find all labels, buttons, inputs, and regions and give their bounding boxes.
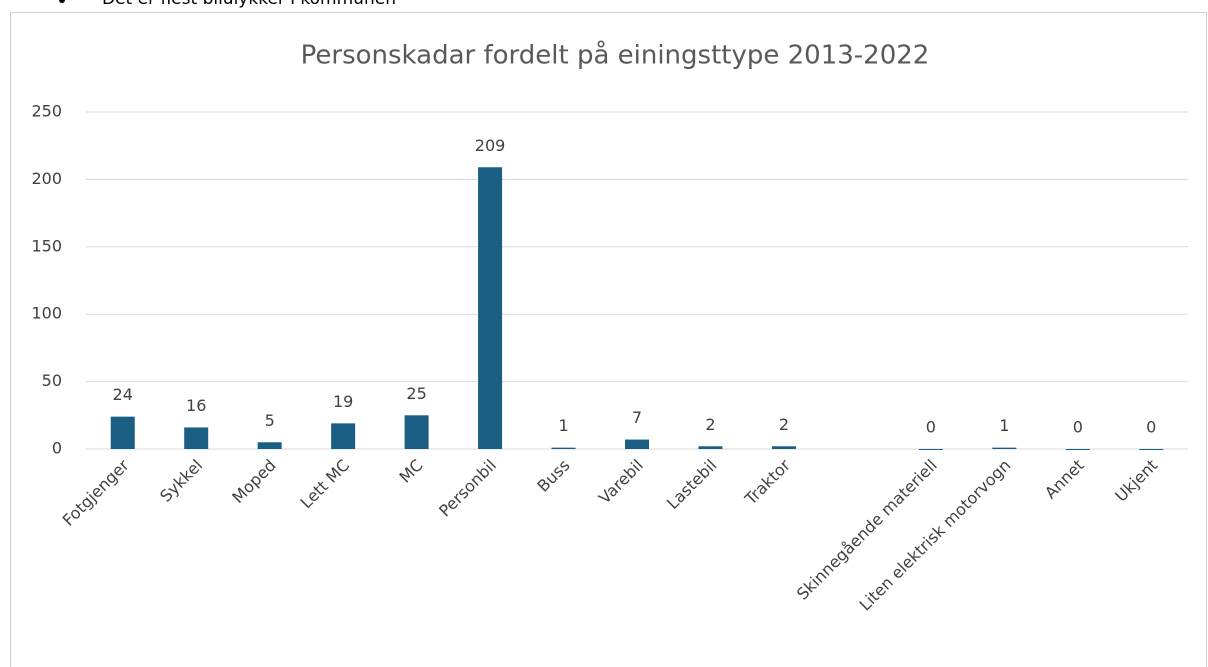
data-label: 7 (632, 408, 642, 427)
bar (1065, 449, 1090, 450)
data-label: 19 (333, 392, 353, 411)
bar (257, 442, 282, 449)
bar (184, 427, 209, 449)
data-label: 1 (999, 416, 1009, 435)
data-label: 5 (265, 411, 275, 430)
bar (698, 446, 723, 449)
y-tick-label: 100 (31, 304, 62, 323)
data-label: 2 (705, 415, 715, 434)
data-label: 16 (186, 396, 206, 415)
y-tick-label: 200 (31, 169, 62, 188)
y-tick-label: 250 (31, 102, 62, 121)
data-label: 0 (1073, 418, 1083, 437)
data-label: 25 (406, 384, 426, 403)
bar (771, 446, 796, 449)
bar (478, 167, 503, 449)
data-label: 0 (1146, 418, 1156, 437)
bar (625, 439, 649, 449)
bar (404, 415, 429, 449)
data-label: 1 (558, 416, 568, 435)
bar (110, 416, 135, 449)
bullet (59, 0, 65, 3)
bar (551, 447, 576, 449)
bar (1139, 449, 1164, 450)
bar (331, 423, 356, 449)
bar (918, 449, 943, 450)
y-tick-label: 150 (31, 236, 62, 255)
bar (992, 447, 1017, 449)
data-label: 2 (779, 415, 789, 434)
y-tick-label: 50 (42, 371, 62, 390)
data-label: 209 (475, 136, 506, 155)
data-label: 0 (926, 418, 936, 437)
chart-frame (10, 12, 1207, 667)
data-label: 24 (113, 385, 133, 404)
note-text: Det er flest bilulykker i kommunen (102, 0, 396, 9)
y-tick-label: 0 (52, 439, 62, 458)
chart-title: Personskadar fordelt på einingsttype 201… (301, 40, 930, 71)
